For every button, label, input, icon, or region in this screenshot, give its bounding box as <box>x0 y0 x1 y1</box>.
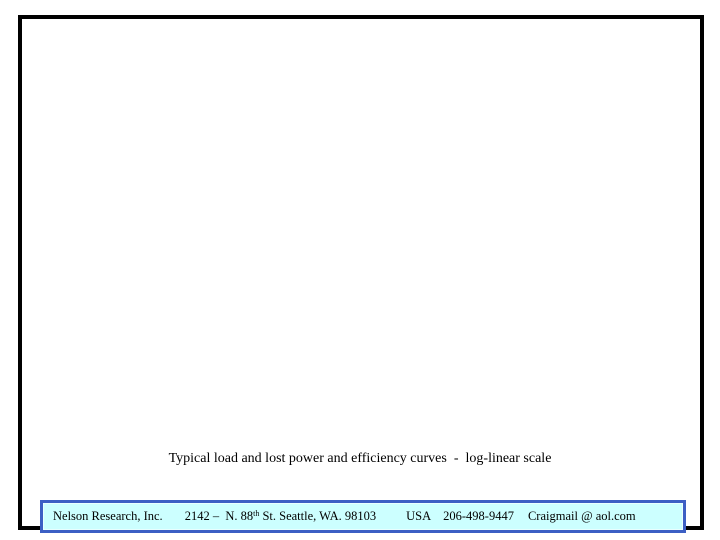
footer-box: Nelson Research, Inc. 2142 – N. 88th St.… <box>40 500 686 533</box>
footer-company: Nelson Research, Inc. <box>53 509 163 523</box>
footer-phone: 206-498-9447 <box>443 509 514 523</box>
footer-address: 2142 – N. 88th St. Seattle, WA. 98103 <box>185 509 376 524</box>
footer-country: USA <box>406 509 432 523</box>
slide-caption: Typical load and lost power and efficien… <box>168 451 552 466</box>
footer-address-street: 2142 – N. 88 <box>184 509 254 523</box>
footer-address-city: St. Seattle, WA. 98103 <box>259 509 377 523</box>
footer-address-ordinal: th <box>253 509 260 518</box>
footer-email: Craigmail @ aol.com <box>527 509 636 523</box>
